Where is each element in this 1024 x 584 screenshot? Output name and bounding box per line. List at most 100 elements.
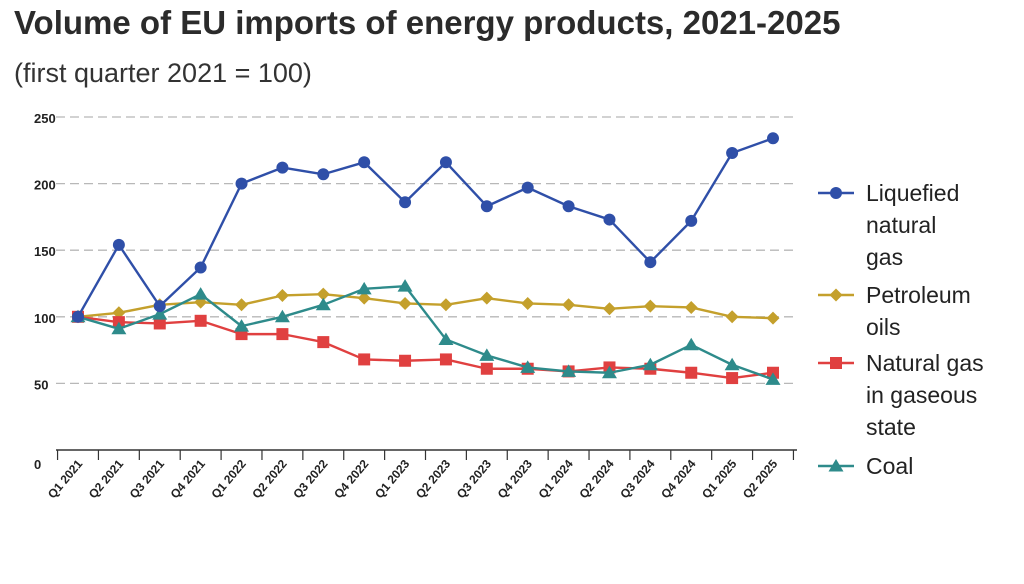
y-tick-label: 250 [34, 111, 56, 126]
y-axis-ticks: 0 50 100 150 200 250 [34, 111, 56, 472]
legend-label: Natural gas [866, 350, 984, 376]
data-point [480, 291, 494, 305]
data-point [358, 156, 371, 169]
data-point [765, 372, 781, 385]
data-point [358, 353, 371, 366]
data-point [112, 238, 125, 251]
series-line [77, 284, 774, 381]
legend-label: natural [866, 212, 936, 238]
data-point [276, 328, 289, 341]
legend-item: Coal [818, 453, 913, 479]
legend-label: oils [866, 314, 901, 340]
data-point [479, 348, 495, 361]
data-point [274, 309, 290, 323]
data-point [830, 357, 842, 369]
legend-item: Liquefied natural gas [818, 180, 959, 270]
data-point [521, 296, 535, 310]
data-point [397, 279, 413, 292]
x-axis: Q1 2021 Q2 2021 Q3 2021 Q4 2021 Q1 2022 Q2 20… [45, 449, 797, 502]
data-point [829, 288, 843, 302]
data-point [72, 310, 84, 323]
series-coal [70, 279, 781, 385]
data-point [644, 256, 657, 269]
legend-label: Coal [866, 453, 913, 479]
data-point [726, 146, 739, 159]
x-tick-label: Q4 2023 [495, 457, 536, 502]
data-point [643, 299, 657, 313]
y-tick-label: 50 [34, 377, 48, 392]
legend-item: Petroleum oils [818, 282, 971, 340]
legend-item: Natural gas in gaseous state [818, 350, 984, 440]
chart-subtitle: (first quarter 2021 = 100) [14, 58, 312, 88]
x-tick-label: Q4 2021 [168, 457, 209, 502]
x-tick-label: Q1 2024 [536, 457, 577, 502]
data-point [398, 296, 412, 310]
data-point [603, 213, 616, 226]
data-point [399, 196, 412, 209]
data-point [438, 332, 454, 345]
y-tick-label: 150 [34, 244, 56, 259]
data-point [235, 177, 248, 190]
data-point [828, 459, 844, 472]
x-tick-label: Q2 2022 [249, 457, 290, 502]
x-tick-label: Q2 2023 [413, 457, 454, 502]
legend-label: Liquefied [866, 180, 959, 206]
data-point [153, 317, 166, 330]
series-natural-gas-in-gaseous-state [72, 310, 779, 385]
data-point [726, 372, 739, 385]
legend-label: Petroleum [866, 282, 971, 308]
x-tick-label: Q2 2025 [740, 457, 781, 502]
data-point [562, 200, 575, 213]
data-point [520, 360, 536, 373]
x-tick-label: Q1 2023 [372, 457, 413, 502]
data-point [685, 366, 698, 379]
data-point [112, 306, 126, 320]
data-point [317, 168, 330, 181]
legend-label: gas [866, 244, 903, 270]
data-point [521, 181, 534, 194]
series-line [77, 292, 774, 320]
data-point [315, 297, 331, 311]
x-tick-label: Q3 2024 [617, 457, 658, 502]
data-point [561, 364, 577, 377]
x-tick-label: Q3 2023 [454, 457, 495, 502]
data-point [153, 300, 166, 313]
data-point [480, 200, 493, 213]
data-point [194, 314, 207, 327]
data-point [399, 354, 412, 367]
data-point [357, 291, 371, 305]
data-point [683, 337, 699, 351]
data-point [685, 214, 698, 227]
x-tick-label: Q4 2022 [331, 457, 372, 502]
data-point [480, 362, 493, 375]
y-tick-label: 100 [34, 311, 56, 326]
data-point [275, 288, 289, 302]
x-tick-label: Q2 2021 [86, 457, 127, 502]
data-point [684, 300, 698, 314]
data-point [356, 281, 372, 295]
legend-label: in gaseous [866, 382, 977, 408]
series-liquefied-natural-gas [72, 132, 779, 323]
data-point [439, 353, 452, 366]
data-point [235, 298, 249, 312]
x-tick-label: Q1 2022 [209, 457, 250, 502]
x-tick-label: Q3 2022 [290, 457, 331, 502]
gridlines [56, 116, 797, 385]
x-tick-label: Q2 2024 [576, 457, 617, 502]
y-tick-label: 200 [34, 178, 56, 193]
data-point [766, 311, 780, 325]
x-tick-label: Q1 2025 [699, 457, 740, 502]
data-point [152, 307, 168, 320]
data-point [642, 357, 658, 371]
data-point [194, 261, 207, 274]
data-point [111, 321, 127, 335]
data-point [193, 287, 209, 300]
data-point [316, 287, 330, 301]
series-lines [70, 132, 781, 385]
legend: Liquefied natural gas Petroleum oils Natural … [818, 180, 984, 479]
x-tick-label: Q3 2021 [127, 457, 168, 502]
data-point [234, 319, 250, 332]
data-point [276, 161, 289, 174]
data-point [724, 357, 740, 371]
